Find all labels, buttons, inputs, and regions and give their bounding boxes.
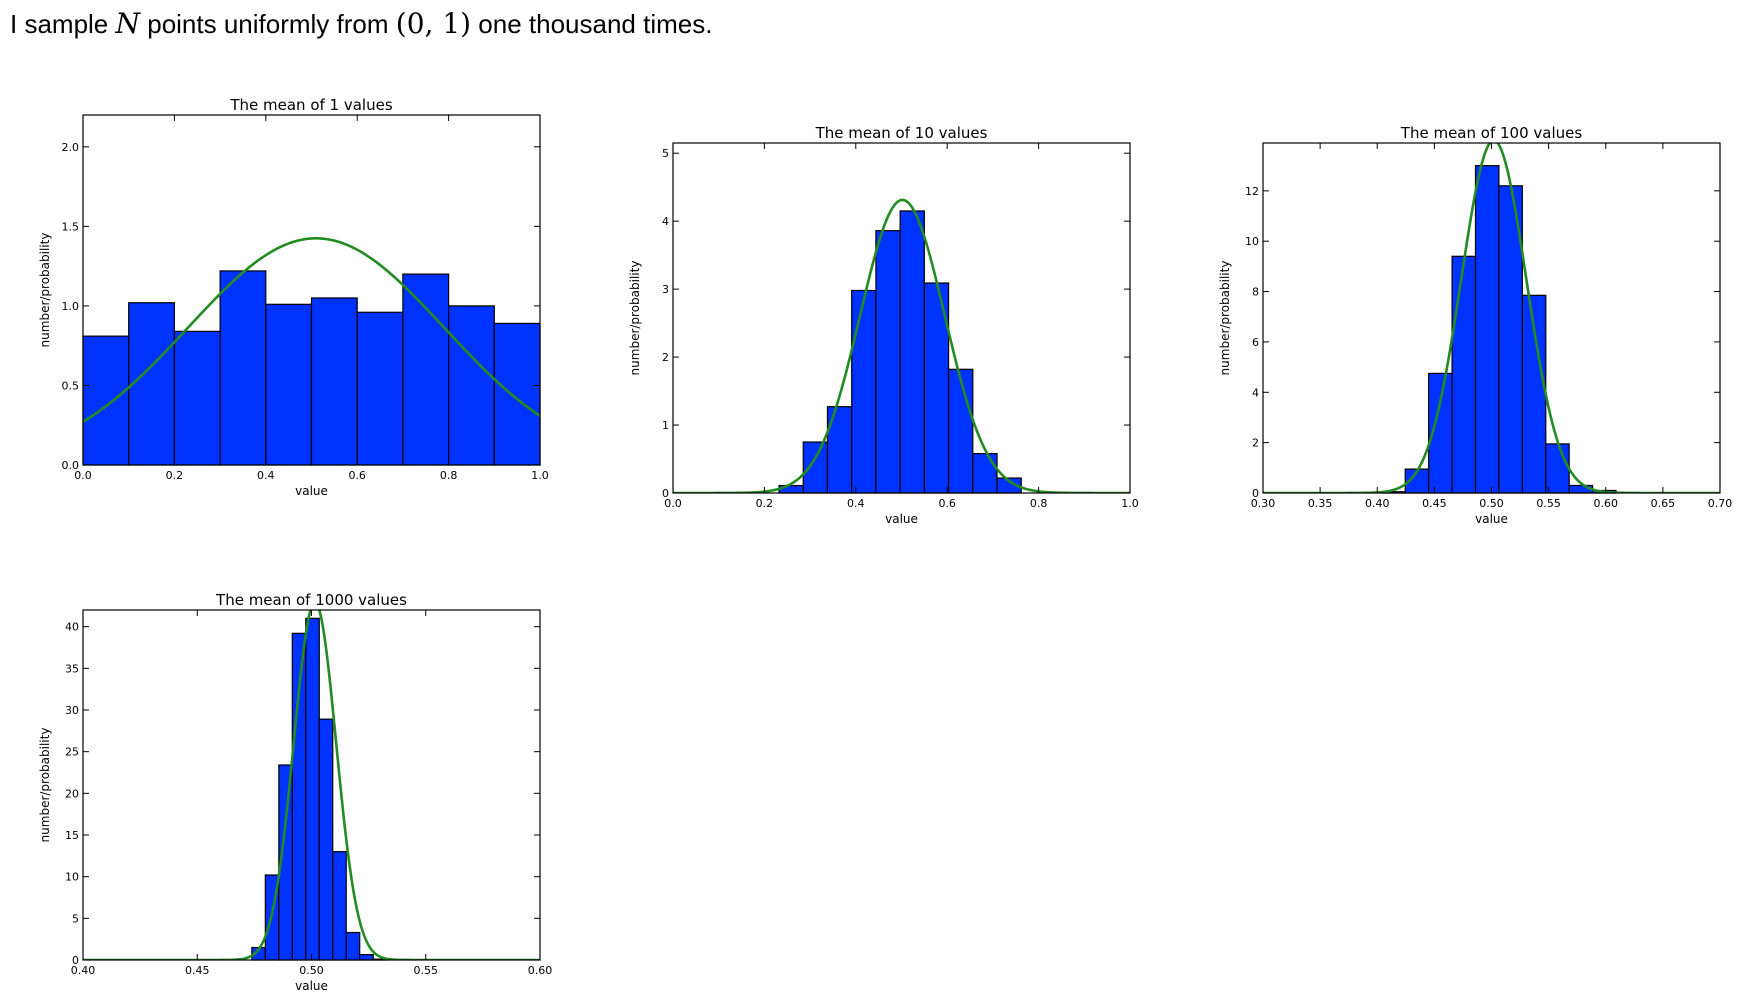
x-tick-label: 0.2 [756, 497, 774, 510]
histogram-bar [318, 718, 334, 961]
x-axis-label: value [885, 512, 918, 526]
y-tick-label: 0 [662, 487, 669, 500]
x-tick-label: 0.6 [938, 497, 956, 510]
histogram-bar [345, 931, 361, 961]
x-tick-label: 0.50 [299, 964, 324, 977]
heading-pre: I sample [10, 9, 109, 39]
page-heading: I sample N points uniformly from (0, 1) … [10, 4, 712, 44]
histogram-mean-of-10: 0.0 0.2 0.4 0.6 0.8 1.0 0 1 2 3 4 5 The mean of 10 v… [628, 124, 1139, 526]
x-axis-label: value [1475, 512, 1508, 526]
y-tick-label: 10 [65, 871, 79, 884]
histogram-bar [493, 322, 541, 466]
x-tick-label: 0.35 [1308, 497, 1333, 510]
x-tick-label: 0.4 [257, 469, 275, 482]
x-tick-label: 0.50 [1479, 497, 1504, 510]
y-tick-label: 4 [662, 215, 669, 228]
heading-interval: (0, 1) [395, 7, 472, 40]
chart-title: The mean of 1 values [229, 96, 392, 114]
axes-frame [672, 142, 1131, 494]
chart-title: The mean of 1000 values [215, 591, 407, 609]
x-axis-label: value [295, 979, 328, 993]
y-tick-label: 5 [662, 147, 669, 160]
y-tick-label: 10 [1245, 235, 1259, 248]
x-tick-label: 0.70 [1708, 497, 1733, 510]
histogram-bar [310, 297, 358, 466]
y-axis-label: number/probability [38, 233, 52, 348]
y-tick-label: 40 [65, 621, 79, 634]
y-tick-label: 0.0 [62, 459, 80, 472]
histogram-bar [875, 230, 901, 494]
histogram-bar [332, 851, 347, 961]
y-tick-label: 25 [65, 746, 79, 759]
y-tick-label: 35 [65, 662, 79, 675]
y-tick-label: 8 [1252, 286, 1259, 299]
histogram-bar [947, 368, 974, 494]
histogram-bar [219, 270, 267, 466]
histogram-mean-of-1: 0.0 0.2 0.4 0.6 0.8 1.0 0.0 0.5 1.0 1.5 2.0 The mea… [38, 96, 549, 498]
x-tick-label: 0.8 [440, 469, 458, 482]
y-tick-label: 6 [1252, 336, 1259, 349]
y-axis-label: number/probability [628, 261, 642, 376]
normal-fit-curve [83, 237, 540, 423]
histogram-bar [1474, 165, 1500, 494]
histogram-bar [972, 452, 998, 494]
x-axis-label: value [295, 484, 328, 498]
y-tick-label: 2.0 [62, 141, 80, 154]
histogram-mean-of-1000: 0.40 0.45 0.50 0.55 0.60 0 5 10 15 20 25 30 35 40 The … [38, 591, 553, 993]
y-tick-label: 0.5 [62, 379, 80, 392]
y-tick-label: 3 [662, 283, 669, 296]
y-tick-label: 1.5 [62, 220, 80, 233]
chart-title: The mean of 10 values [815, 124, 988, 142]
heading-mid: points uniformly from [147, 9, 389, 39]
histogram-mean-of-100: 0.30 0.35 0.40 0.45 0.50 0.55 0.60 0.65 0.70 0 2 4 6… [1218, 124, 1732, 526]
histogram-bar [402, 273, 450, 466]
x-tick-label: 0.40 [71, 964, 96, 977]
x-tick-label: 0.4 [847, 497, 865, 510]
heading-variable: N [115, 7, 141, 40]
y-tick-label: 0 [1252, 487, 1259, 500]
x-tick-label: 1.0 [1121, 497, 1139, 510]
histogram-bar [1451, 255, 1477, 494]
histogram-bar [128, 302, 175, 466]
axes-frame [82, 114, 541, 466]
y-tick-label: 4 [1252, 386, 1259, 399]
y-tick-label: 2 [662, 351, 669, 364]
y-tick-label: 12 [1245, 185, 1259, 198]
y-axis-label: number/probability [38, 728, 52, 843]
x-tick-label: 0.45 [185, 964, 210, 977]
x-tick-label: 0.60 [528, 964, 553, 977]
y-tick-label: 30 [65, 704, 79, 717]
y-tick-label: 2 [1252, 437, 1259, 450]
x-tick-label: 0.2 [166, 469, 184, 482]
x-tick-label: 0.55 [1536, 497, 1561, 510]
x-tick-label: 0.8 [1030, 497, 1048, 510]
x-tick-label: 1.0 [531, 469, 549, 482]
histogram-bar [305, 617, 320, 961]
x-tick-label: 0.45 [1422, 497, 1447, 510]
x-tick-label: 0.30 [1251, 497, 1276, 510]
y-tick-label: 1 [662, 419, 669, 432]
x-tick-label: 0.40 [1365, 497, 1390, 510]
y-tick-label: 5 [72, 912, 79, 925]
y-axis-label: number/probability [1218, 261, 1232, 376]
y-tick-label: 1.0 [62, 300, 80, 313]
x-tick-label: 0.0 [74, 469, 92, 482]
x-tick-label: 0.0 [664, 497, 682, 510]
x-tick-label: 0.55 [414, 964, 439, 977]
heading-post: one thousand times. [478, 9, 713, 39]
chart-title: The mean of 100 values [1400, 124, 1583, 142]
x-tick-label: 0.65 [1651, 497, 1676, 510]
histogram-bar [173, 330, 221, 466]
y-tick-label: 15 [65, 829, 79, 842]
histogram-bar [1545, 443, 1570, 494]
histogram-bar [851, 289, 877, 494]
y-tick-label: 0 [72, 954, 79, 967]
histogram-bar [359, 953, 374, 961]
x-tick-label: 0.6 [348, 469, 366, 482]
y-tick-label: 20 [65, 787, 79, 800]
x-tick-label: 0.60 [1594, 497, 1619, 510]
